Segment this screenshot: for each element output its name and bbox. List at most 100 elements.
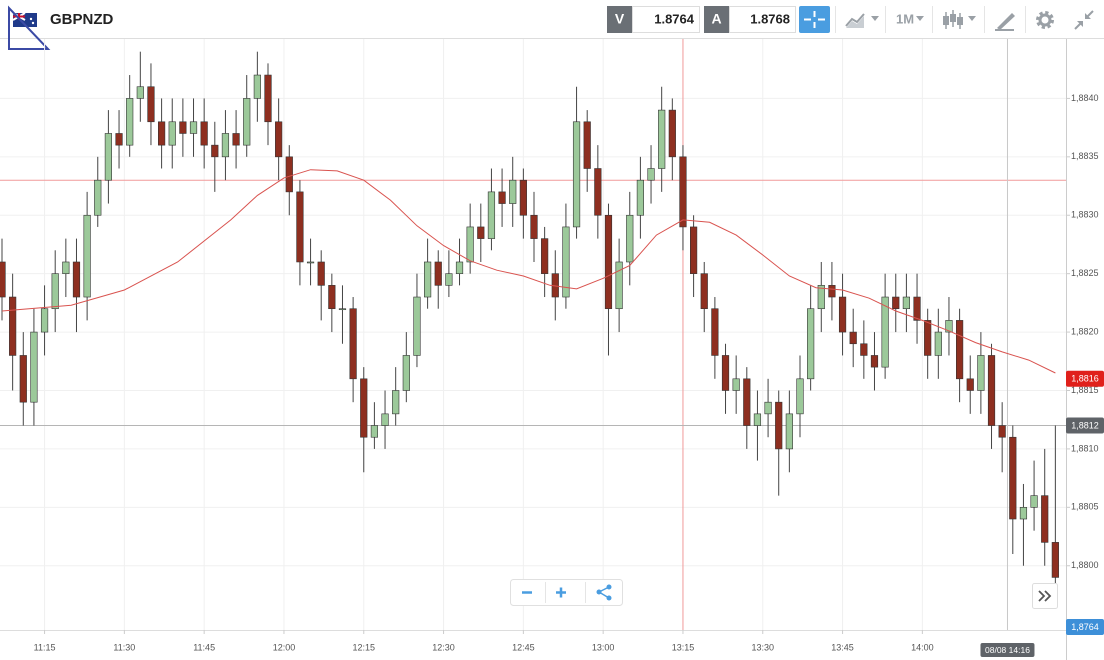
candle-body (796, 378, 804, 415)
zoom-in-button[interactable] (556, 587, 566, 598)
candle-body (902, 296, 910, 310)
candle-body (807, 308, 815, 380)
candle-body (838, 296, 847, 333)
candle-body (626, 214, 634, 263)
scroll-end-button[interactable] (1032, 583, 1058, 609)
candle-body (370, 425, 378, 438)
candle-body (189, 121, 198, 134)
x-tick-label: 14:00 (911, 642, 934, 652)
candle-body (455, 261, 464, 274)
ma-price-tag: 1,8816 (1071, 374, 1099, 384)
candle-body (753, 413, 762, 426)
candle-body (732, 378, 740, 391)
candle-body (775, 401, 783, 450)
candle-body (0, 261, 6, 298)
chart-type-button[interactable] (845, 13, 879, 28)
candle-body (360, 378, 368, 438)
candle-body (72, 261, 81, 298)
candle-body (232, 133, 240, 146)
candle-body (966, 378, 974, 391)
settings-button[interactable] (1036, 11, 1054, 29)
zoom-controls (510, 579, 623, 606)
candle-body (317, 261, 325, 286)
candle-body (998, 425, 1006, 438)
candle-body (104, 133, 112, 181)
candle-body (913, 296, 921, 321)
candle-style-button[interactable] (943, 10, 976, 29)
ask-button[interactable]: A 1.8768 (704, 6, 796, 33)
bid-label: V (615, 11, 625, 27)
cursor-time-tag: 08/08 14:16 (985, 645, 1030, 655)
candle-body (817, 285, 825, 310)
candle-body (1030, 495, 1038, 508)
candle-body (509, 179, 517, 204)
x-tick-label: 13:00 (592, 642, 615, 652)
candle-body (562, 226, 570, 298)
candle-body (51, 273, 59, 310)
candle-body (179, 121, 187, 134)
ma-price-tag-bg (1066, 370, 1104, 387)
candle-body (243, 98, 251, 146)
moving-average-line (1, 169, 1056, 374)
crosshair-button[interactable] (799, 6, 830, 33)
draw-button[interactable] (995, 13, 1015, 31)
candle-body (19, 355, 27, 403)
candle-body (679, 156, 687, 228)
timeframe-button[interactable]: 1M (896, 11, 924, 26)
candle-body (200, 121, 208, 146)
candle-body (583, 121, 591, 169)
candle-body (924, 320, 932, 356)
x-tick-label: 13:30 (751, 642, 774, 652)
candle-body (381, 413, 389, 426)
symbol: GBPNZD (50, 11, 114, 28)
toolbar: GBPNZD V 1.8764 A 1.8768 1M (0, 0, 1104, 50)
x-tick-label: 12:30 (432, 642, 455, 652)
candle-body (711, 308, 719, 356)
y-tick-label: 1,8810 (1071, 443, 1099, 453)
flag-icon (12, 12, 37, 27)
candle-body (115, 133, 123, 146)
candle-body (424, 261, 432, 298)
candle-body (700, 273, 708, 310)
candle-body (860, 343, 868, 356)
collapse-button[interactable] (1074, 10, 1094, 30)
ask-price: 1.8768 (750, 11, 790, 26)
candle-body (296, 191, 304, 263)
candle-body (1019, 507, 1028, 520)
candle-body (126, 98, 134, 146)
last-price-tag-bg (1066, 417, 1104, 434)
candle-body (764, 401, 772, 415)
candle-body (785, 413, 793, 450)
share-button[interactable] (596, 584, 612, 601)
candle-body (306, 261, 315, 264)
candle-body (477, 226, 485, 239)
candle-body (466, 226, 474, 263)
candle-body (1041, 495, 1049, 543)
candle-body (434, 261, 442, 286)
y-tick-label: 1,8820 (1071, 326, 1099, 336)
candle-body (541, 238, 549, 274)
y-tick-label: 1,8800 (1071, 560, 1099, 570)
bid-button[interactable]: V 1.8764 (607, 6, 700, 33)
candle-body (594, 168, 602, 216)
candle-body (211, 144, 219, 158)
x-tick-label: 12:15 (352, 642, 375, 652)
candle-body (881, 296, 889, 368)
candle-body (83, 214, 91, 298)
y-tick-label: 1,8835 (1071, 151, 1099, 161)
candle-body (604, 214, 613, 310)
candle-body (221, 133, 230, 158)
candle-body (934, 331, 942, 356)
candle-body (487, 191, 496, 239)
candle-body (413, 296, 421, 356)
x-tick-label: 12:45 (512, 642, 535, 652)
candle-body (9, 296, 17, 356)
cursor-time-tag-bg (980, 643, 1035, 657)
candle-body (498, 191, 506, 204)
x-tick-label: 11:45 (193, 642, 215, 652)
candle-body (40, 308, 49, 333)
y-tick-label: 1,8825 (1071, 268, 1099, 278)
candle-body (987, 355, 996, 426)
bid-price: 1.8764 (654, 11, 695, 26)
